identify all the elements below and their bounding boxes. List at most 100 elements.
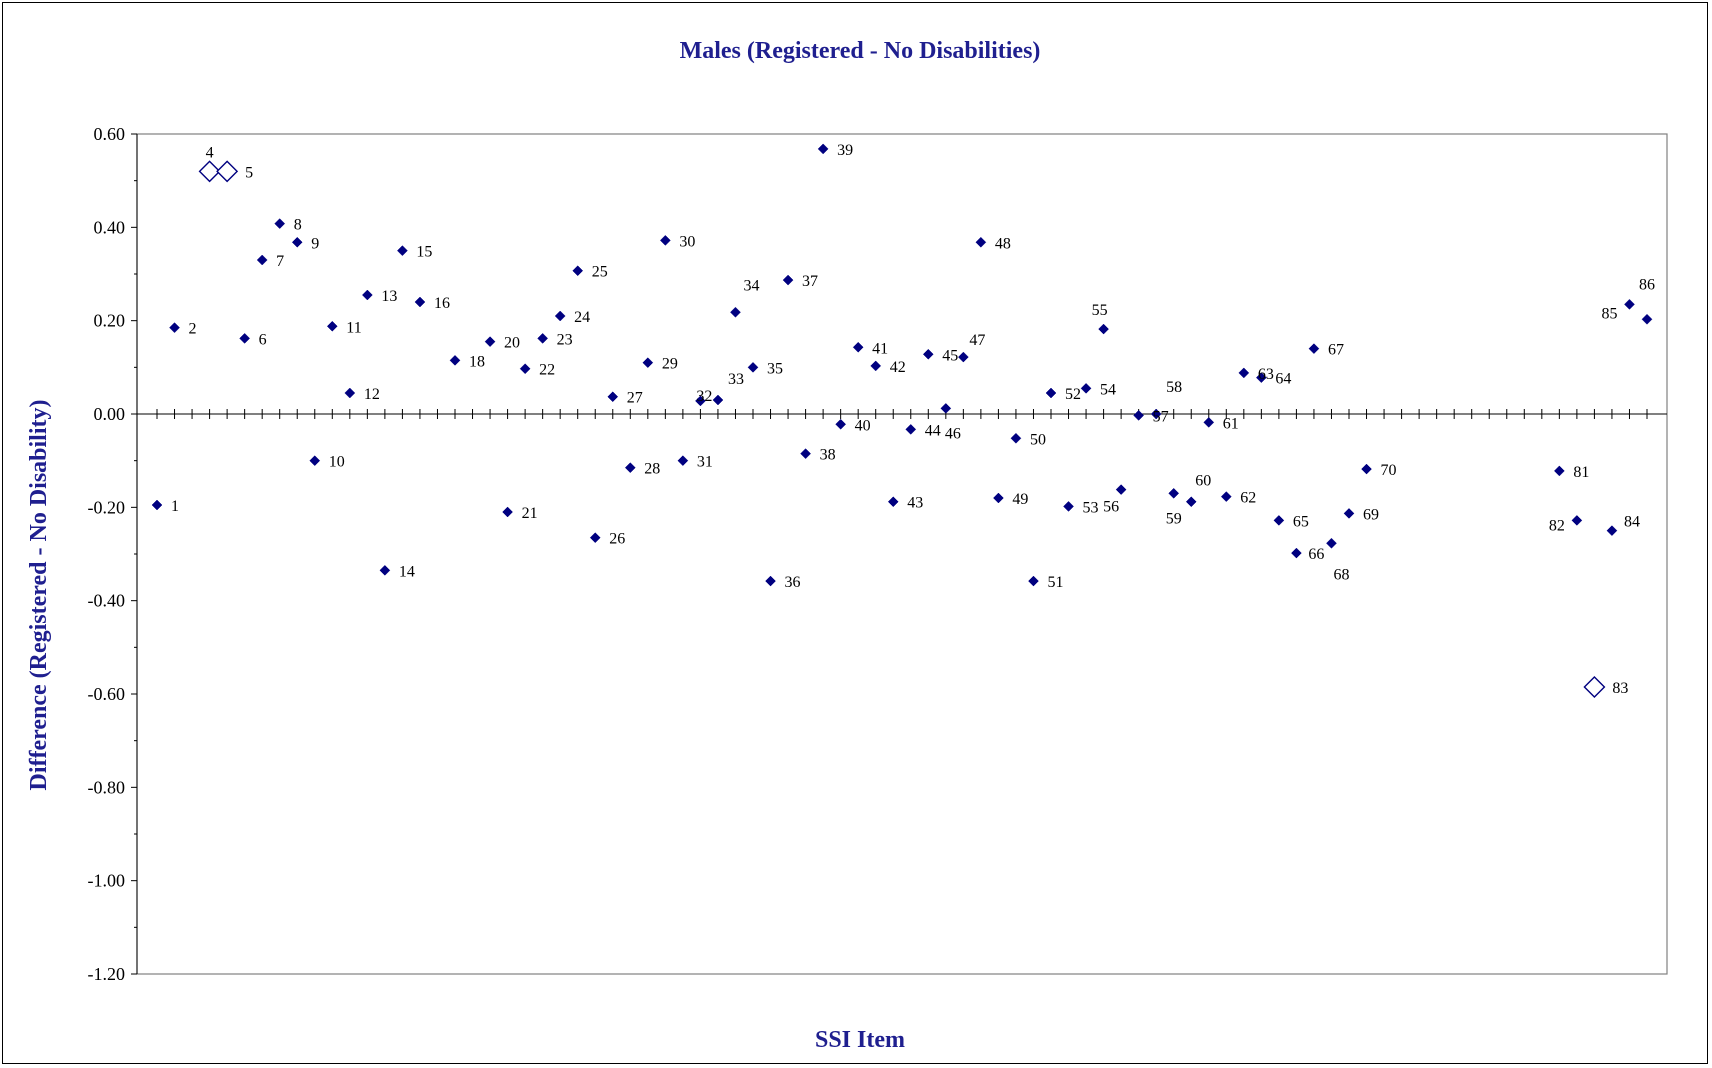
data-point xyxy=(1185,496,1197,508)
data-label: 35 xyxy=(767,360,783,377)
data-label: 65 xyxy=(1293,513,1309,530)
data-point xyxy=(309,455,321,467)
data-point xyxy=(782,274,794,286)
plot-area xyxy=(136,133,1668,975)
data-label: 58 xyxy=(1166,379,1182,396)
data-label: 10 xyxy=(329,454,345,471)
data-point xyxy=(695,395,706,407)
y-axis-title: Difference (Registered - No Disability) xyxy=(26,399,52,790)
data-label: 9 xyxy=(311,235,319,252)
data-point xyxy=(1641,313,1653,325)
data-label: 28 xyxy=(644,461,660,478)
data-label: 54 xyxy=(1100,381,1116,398)
data-label: 34 xyxy=(743,277,759,294)
data-label: 49 xyxy=(1012,491,1028,508)
data-label: 48 xyxy=(995,235,1011,252)
data-point xyxy=(1238,367,1250,379)
y-tick-label: -0.20 xyxy=(88,497,126,517)
data-label: 86 xyxy=(1639,276,1655,293)
data-point xyxy=(397,245,408,257)
point-labels: 1245678910111213141516182021222324252627… xyxy=(171,142,1655,697)
data-point xyxy=(326,320,338,332)
data-point xyxy=(1220,491,1232,502)
data-point xyxy=(975,236,987,248)
data-point xyxy=(1063,501,1074,512)
data-label: 1 xyxy=(171,498,179,515)
data-label: 30 xyxy=(679,233,695,250)
data-label: 67 xyxy=(1328,342,1344,359)
data-label: 53 xyxy=(1083,499,1099,516)
data-label: 70 xyxy=(1381,462,1397,479)
data-point xyxy=(922,348,934,360)
data-label: 22 xyxy=(539,362,555,379)
data-point xyxy=(344,387,356,399)
data-label: 18 xyxy=(469,353,485,370)
data-label: 6 xyxy=(259,331,267,348)
data-label: 38 xyxy=(820,447,836,464)
data-label: 83 xyxy=(1612,680,1628,697)
data-label: 52 xyxy=(1065,386,1081,403)
data-point xyxy=(817,143,829,155)
data-point xyxy=(449,354,461,366)
data-label: 32 xyxy=(696,388,712,405)
data-label: 44 xyxy=(925,422,941,439)
data-point xyxy=(852,341,864,353)
data-point xyxy=(905,424,917,435)
data-point xyxy=(1255,372,1267,383)
data-point xyxy=(1010,432,1022,444)
data-label: 84 xyxy=(1624,514,1640,531)
data-label: 7 xyxy=(276,253,284,270)
data-label: 82 xyxy=(1549,517,1565,534)
data-point xyxy=(1150,408,1162,420)
data-point xyxy=(1080,382,1092,394)
data-point xyxy=(554,310,566,322)
data-label: 85 xyxy=(1601,305,1617,322)
data-label: 26 xyxy=(609,531,625,548)
data-label: 46 xyxy=(945,425,961,442)
data-label: 43 xyxy=(907,495,923,512)
data-point xyxy=(835,418,847,430)
data-point xyxy=(379,564,391,576)
data-label: 61 xyxy=(1223,415,1239,432)
data-label: 57 xyxy=(1153,408,1169,425)
data-label: 14 xyxy=(399,563,415,580)
data-point-flagged xyxy=(1583,676,1606,698)
data-label: 8 xyxy=(294,217,302,234)
data-label: 11 xyxy=(346,319,361,336)
data-label: 47 xyxy=(969,332,985,349)
y-tick-label: -0.80 xyxy=(88,777,126,797)
data-point xyxy=(1553,465,1565,477)
data-label: 56 xyxy=(1103,499,1119,516)
data-label: 64 xyxy=(1275,371,1291,388)
data-point xyxy=(572,265,584,277)
data-label: 42 xyxy=(890,359,906,376)
data-label: 55 xyxy=(1092,302,1108,319)
data-point xyxy=(677,455,689,467)
data-point xyxy=(800,448,811,460)
data-label: 59 xyxy=(1166,510,1182,527)
x-axis-title: SSI Item xyxy=(815,1027,905,1053)
data-point xyxy=(730,306,741,318)
y-tick-label: -1.00 xyxy=(88,871,126,891)
data-label: 31 xyxy=(697,454,713,471)
data-point xyxy=(887,496,899,508)
data-point xyxy=(519,363,531,375)
data-label: 16 xyxy=(434,295,450,312)
data-point xyxy=(607,391,619,403)
data-point xyxy=(239,333,251,344)
data-point xyxy=(712,394,724,406)
data-label: 41 xyxy=(872,340,888,357)
data-point xyxy=(1571,515,1583,526)
data-point xyxy=(502,506,513,518)
data-label: 40 xyxy=(855,417,871,434)
data-label: 69 xyxy=(1363,506,1379,523)
y-axis: 0.60 0.40 0.20 0.00 -0.20 -0.40 -0.60 -0.80 -1.0… xyxy=(88,124,138,984)
data-point xyxy=(169,322,180,334)
data-points xyxy=(151,143,1653,698)
data-point xyxy=(1624,298,1635,310)
data-label: 81 xyxy=(1573,464,1589,481)
data-point xyxy=(993,492,1004,504)
data-point xyxy=(642,357,654,369)
